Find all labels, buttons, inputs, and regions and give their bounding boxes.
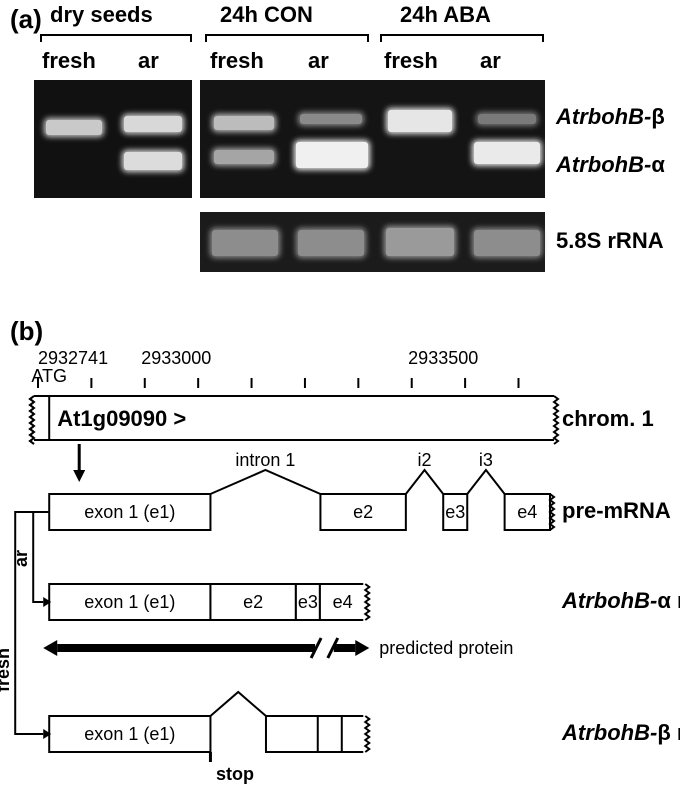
gel-band (474, 142, 540, 164)
gel-band (478, 114, 536, 124)
exon-label: e2 (353, 502, 373, 522)
exon-label: exon 1 (e1) (84, 592, 175, 612)
intron-label: intron 1 (235, 450, 295, 470)
chrom-box-label: At1g09090 > (57, 406, 186, 431)
gel-band (474, 230, 540, 256)
figure: (a) dry seeds 24h CON 24h ABA fresh ar fresh a… (0, 0, 680, 811)
gel-band (46, 120, 102, 135)
intron-label: i3 (479, 450, 493, 470)
gel-band (300, 114, 362, 124)
group-label: dry seeds (50, 2, 153, 28)
intron-label: i2 (418, 450, 432, 470)
group-bracket (40, 34, 192, 42)
exon-label: exon 1 (e1) (84, 502, 175, 522)
exon-label: e4 (517, 502, 537, 522)
group-label: 24h ABA (400, 2, 491, 28)
lane-label: fresh (384, 48, 438, 74)
group-bracket (380, 34, 544, 42)
exon-label: e3 (298, 592, 318, 612)
coord-label: 2932741 (38, 348, 108, 368)
gel-image (34, 80, 192, 198)
gel-band (388, 110, 452, 132)
gel-band (212, 230, 278, 256)
gel-band (214, 150, 274, 164)
lane-label: fresh (210, 48, 264, 74)
exon-label: exon 1 (e1) (84, 724, 175, 744)
row-side-label: AtrbohB-α mRNA (561, 588, 680, 613)
panel-a: (a) dry seeds 24h CON 24h ABA fresh ar fresh a… (0, 0, 680, 316)
gene-diagram: 2932741 2933000 2933500 ATG At1g09090 > chrom… (0, 316, 680, 811)
fresh-label: fresh (0, 648, 13, 692)
gel-band (214, 116, 274, 130)
coord-label: 2933000 (141, 348, 211, 368)
stop-label: stop (216, 764, 254, 784)
gel-band (296, 142, 368, 168)
lane-label: ar (480, 48, 501, 74)
gel-side-label: AtrbohB-β (556, 104, 665, 130)
exon-label: e3 (445, 502, 465, 522)
group-bracket (205, 34, 369, 42)
coord-label: 2933500 (408, 348, 478, 368)
gel-image (200, 212, 545, 272)
row-side-label: AtrbohB-β mRNA (561, 720, 680, 745)
exon-label: e2 (243, 592, 263, 612)
panel-a-label: (a) (10, 4, 42, 35)
gel-band (298, 230, 364, 256)
chrom-side-label: chrom. 1 (562, 406, 654, 431)
exon-box (266, 716, 365, 752)
lane-label: fresh (42, 48, 96, 74)
gel-band (386, 228, 454, 256)
gel-side-label: AtrbohB-α (556, 152, 665, 178)
atg-label: ATG (31, 366, 67, 386)
lane-label: ar (308, 48, 329, 74)
gel-band (124, 152, 182, 170)
row-side-label: predicted protein (379, 638, 513, 658)
panel-b: (b) 2932741 2933000 2933500 ATG At1g09090 > c… (0, 316, 680, 811)
gel-image (200, 80, 545, 198)
exon-label: e4 (333, 592, 353, 612)
lane-label: ar (138, 48, 159, 74)
gel-side-label: 5.8S rRNA (556, 228, 664, 254)
panel-b-label: (b) (10, 316, 43, 347)
row-side-label: pre-mRNA (562, 498, 671, 523)
gel-band (124, 116, 182, 132)
group-label: 24h CON (220, 2, 313, 28)
